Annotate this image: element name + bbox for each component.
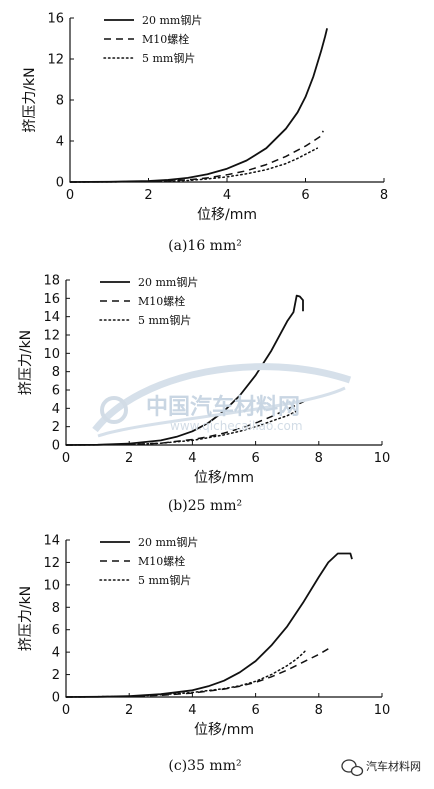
y-tick-label: 14 (43, 310, 60, 325)
x-axis-label: 位移/mm (194, 722, 254, 738)
brand-label: 汽车材料网 (366, 759, 421, 773)
series-line-dotted (65, 649, 307, 698)
y-tick-label: 6 (52, 384, 60, 399)
y-axis-label: 挤压力/kN (18, 330, 34, 395)
watermark-url: www.qichecailiao.com (170, 419, 303, 433)
x-axis-label: 位移/mm (194, 470, 254, 486)
y-tick-label: 10 (43, 578, 60, 593)
legend-label: 20 mm钢片 (138, 276, 198, 289)
y-tick-label: 4 (52, 402, 60, 417)
series-line-solid (65, 294, 304, 446)
chart-panel: 0 4 8 12 16 0 2 4 6 8 位移/mm 挤压力/kN 20 mm钢片 M10螺栓 5 mm钢… (22, 12, 388, 255)
wechat-icon (341, 759, 364, 777)
y-tick-label: 8 (56, 94, 64, 109)
car-outline-icon (92, 363, 352, 438)
x-tick-label: 10 (374, 703, 391, 718)
x-tick-label: 0 (62, 451, 70, 466)
x-tick-label: 4 (188, 451, 196, 466)
legend-label: M10螺栓 (138, 294, 185, 308)
x-tick-label: 8 (315, 451, 323, 466)
legend-label: 20 mm钢片 (138, 536, 198, 549)
y-tick-label: 16 (43, 292, 60, 307)
y-axis-label: 挤压力/kN (22, 67, 38, 132)
x-tick-label: 4 (223, 188, 231, 203)
x-tick-label: 4 (188, 703, 196, 718)
y-tick-label: 14 (43, 534, 60, 549)
chart-panel: 0 2 4 6 8 10 12 14 0 2 4 6 8 10 位移/mm 挤压力/kN 20 mm钢片 M10螺… (18, 534, 390, 775)
series-line-solid (69, 28, 328, 183)
legend-label: 20 mm钢片 (142, 14, 202, 27)
y-tick-label: 0 (56, 176, 64, 191)
y-tick-label: 0 (52, 439, 60, 454)
watermark: 中国汽车材料网 www.qichecailiao.com (92, 363, 352, 438)
legend-label: 5 mm钢片 (142, 52, 195, 65)
x-tick-label: 6 (251, 451, 259, 466)
subfigure-caption: (c)35 mm² (168, 758, 241, 774)
x-tick-label: 0 (62, 703, 70, 718)
x-tick-label: 8 (315, 703, 323, 718)
x-tick-label: 10 (374, 451, 391, 466)
legend-label: M10螺栓 (142, 32, 189, 46)
x-tick-label: 2 (125, 451, 133, 466)
y-axis-label: 挤压力/kN (18, 586, 34, 651)
y-tick-label: 0 (52, 691, 60, 706)
series-line-dashed (69, 130, 324, 183)
series-line-solid (65, 552, 353, 698)
x-tick-label: 6 (251, 703, 259, 718)
legend-label: 5 mm钢片 (138, 574, 191, 587)
x-tick-label: 2 (144, 188, 152, 203)
y-tick-label: 8 (52, 365, 60, 380)
y-tick-label: 4 (52, 646, 60, 661)
legend-label: M10螺栓 (138, 554, 185, 568)
brand-badge: 汽车材料网 (341, 759, 421, 777)
y-tick-label: 2 (52, 668, 60, 683)
y-tick-label: 12 (43, 556, 60, 571)
legend-label: 5 mm钢片 (138, 314, 191, 327)
chart-panel: 0 2 4 6 8 10 12 14 16 18 0 2 4 6 8 10 位移/mm 挤压力/kN 20 mm钢片… (18, 274, 390, 515)
x-tick-label: 2 (125, 703, 133, 718)
y-tick-label: 6 (52, 623, 60, 638)
y-tick-label: 16 (47, 12, 64, 27)
y-tick-label: 2 (52, 420, 60, 435)
x-tick-label: 6 (301, 188, 309, 203)
y-tick-label: 18 (43, 274, 60, 289)
y-tick-label: 8 (52, 601, 60, 616)
x-axis-label: 位移/mm (197, 207, 257, 223)
series-line-dotted (65, 410, 298, 446)
y-tick-label: 4 (56, 135, 64, 150)
x-tick-label: 8 (380, 188, 388, 203)
y-tick-label: 10 (43, 347, 60, 362)
y-tick-label: 12 (47, 53, 64, 68)
y-tick-label: 12 (43, 329, 60, 344)
watermark-text: 中国汽车材料网 (146, 394, 300, 420)
subfigure-caption: (a)16 mm² (168, 238, 242, 254)
subfigure-caption: (b)25 mm² (168, 498, 242, 514)
x-tick-label: 0 (66, 188, 74, 203)
